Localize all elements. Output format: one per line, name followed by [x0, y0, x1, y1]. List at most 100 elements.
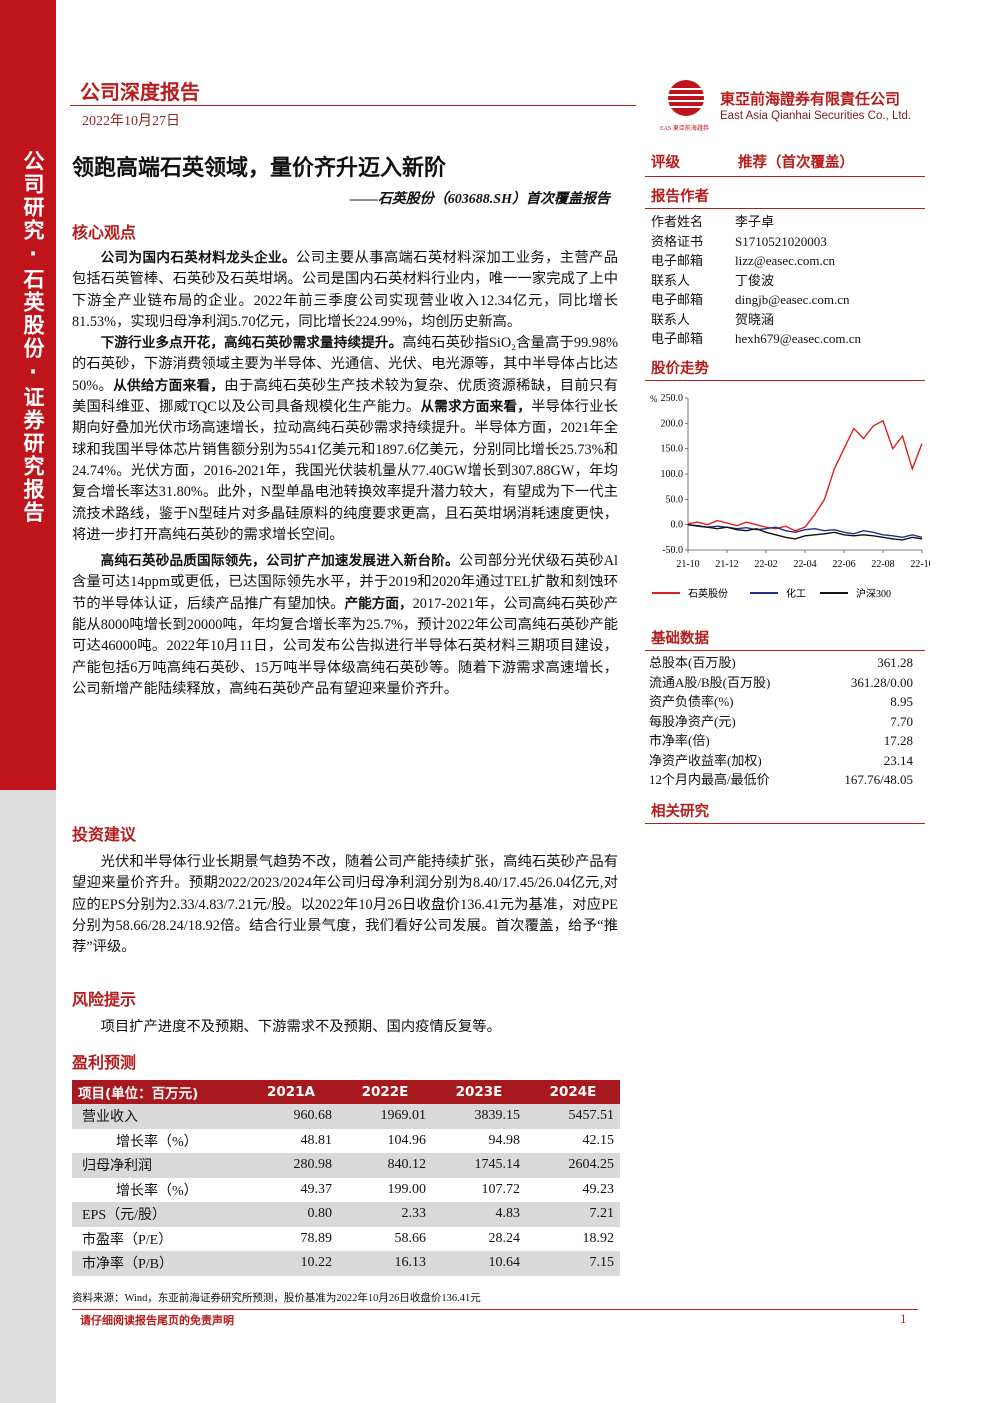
- table-row: 归母净利润 280.98 840.12 1745.14 2604.25: [72, 1153, 620, 1178]
- sidebar: [0, 0, 56, 790]
- text: 公司主要从事高端石英材料深加工业务，主营产品包括石英管棒、石英砂及石英坩埚。公司…: [72, 250, 619, 330]
- basic-row: 总股本(百万股) 361.28: [649, 653, 913, 673]
- logo-stripe: [666, 106, 706, 108]
- header-rule: [70, 105, 636, 106]
- author-value: 李子卓: [735, 214, 775, 229]
- basic-row: 每股净资产(元) 7.70: [649, 712, 913, 732]
- author-row: 电子邮箱 hexh679@easec.com.cn: [651, 329, 925, 349]
- rating-value: 推荐（首次覆盖）: [738, 155, 854, 171]
- strong-text: 产能方面，: [344, 595, 413, 612]
- header-cell: 2024E: [549, 1084, 597, 1100]
- author-value: lizz@easec.com.cn: [735, 253, 836, 268]
- author-value: 丁俊波: [735, 272, 775, 288]
- basic-list: 总股本(百万股) 361.28 流通A股/B股(百万股) 361.28/0.00 资产负…: [645, 653, 925, 790]
- logo-circle: [668, 80, 704, 116]
- table-cell: 7.15: [589, 1255, 615, 1271]
- author-value: S1710521020003: [735, 233, 827, 249]
- table-cell: 市净率（P/B）: [82, 1257, 174, 1273]
- basic-heading: 基础数据: [645, 628, 925, 651]
- basic-row: 12个月内最高/最低价 167.76/48.05: [649, 770, 913, 790]
- chart-block: 股价走势: [645, 358, 925, 381]
- chart-title: 股价走势: [645, 358, 925, 381]
- table-cell: 58.66: [394, 1230, 427, 1246]
- author-label: 联系人: [651, 272, 691, 288]
- author-label: 电子邮箱: [651, 331, 704, 346]
- table-cell: 49.23: [582, 1181, 615, 1197]
- paragraph: 下游行业多点开花，高纯石英砂需求量持续提升。高纯石英砂指SiO₂含量高于99.9…: [72, 333, 618, 546]
- table-cell: 16.13: [394, 1255, 427, 1271]
- table-row: 增长率（%） 49.37 199.00 107.72 49.23: [72, 1178, 620, 1203]
- table-cell: 1969.01: [380, 1108, 427, 1124]
- x-tick-label: 22-06: [832, 559, 855, 570]
- x-tick-label: 21-10: [676, 559, 699, 570]
- author-value: 贺晓涵: [735, 311, 775, 327]
- forecast-heading: 盈利预测: [72, 1053, 137, 1072]
- source-note: 资料来源：Wind，东亚前海证券研究所预测，股价基准为2022年10月26日收盘…: [72, 1293, 481, 1304]
- sidebar-lower: [0, 790, 56, 1403]
- table-row: 营业收入 960.68 1969.01 3839.15 5457.51: [72, 1104, 620, 1129]
- y-tick-label: 50.0: [666, 494, 684, 505]
- x-tick-label: 21-12: [715, 559, 738, 570]
- basic-label: 市净率(倍): [649, 733, 710, 748]
- legend-label: 化工: [786, 587, 806, 600]
- author-label: 联系人: [651, 311, 691, 327]
- basic-value: 23.14: [883, 752, 913, 768]
- basic-row: 净资产收益率(加权) 23.14: [649, 751, 913, 771]
- rating-label: 评级: [651, 155, 680, 171]
- strong-text: 下游行业多点开花，高纯石英砂需求量持续提升。: [100, 335, 403, 352]
- section-heading: 核心观点: [72, 223, 137, 242]
- basic-data: 基础数据 总股本(百万股) 361.28 流通A股/B股(百万股) 361.28/0.…: [645, 628, 925, 790]
- section: 核心观点 公司为国内石英材料龙头企业。公司主要从事高端石英材料深加工业务，主营产品…: [72, 220, 618, 700]
- related-heading: 相关研究: [645, 801, 925, 824]
- rating: 评级 推荐（首次覆盖）: [645, 148, 925, 177]
- authors-list: 作者姓名 李子卓 资格证书 S1710521020003 电子邮箱 lizz@easec.…: [645, 212, 925, 349]
- table-cell: 49.37: [300, 1181, 333, 1197]
- table-cell: 840.12: [387, 1157, 427, 1173]
- author-label: 电子邮箱: [651, 292, 704, 307]
- basic-label: 12个月内最高/最低价: [649, 772, 770, 787]
- table-cell: 107.72: [481, 1181, 521, 1197]
- table-row: 市盈率（P/E） 78.89 58.66 28.24 18.92: [72, 1227, 620, 1252]
- table-cell: 4.83: [495, 1206, 521, 1222]
- paragraph: 项目扩产进度不及预期、下游需求不及预期、国内疫情反复等。: [72, 1017, 618, 1038]
- table-cell: 5457.51: [568, 1108, 615, 1124]
- authors: 报告作者 作者姓名 李子卓 资格证书 S1710521020003 电子邮箱 lizz@e…: [645, 186, 925, 349]
- author-label: 作者姓名: [651, 214, 704, 229]
- basic-value: 7.70: [890, 713, 913, 729]
- section-heading: 风险提示: [72, 990, 137, 1009]
- strong-text: 从供给方面来看，: [113, 377, 225, 394]
- logo-stripe: [666, 100, 706, 102]
- logo-stripe: [666, 94, 706, 96]
- x-tick-label: 22-02: [754, 559, 777, 570]
- y-tick-label: 0.0: [671, 520, 684, 531]
- basic-label: 资产负债率(%): [649, 694, 734, 709]
- text: 光伏和半导体行业长期景气趋势不改，随着公司产能持续扩张，高纯石英砂产品有望迎来量…: [72, 854, 618, 956]
- basic-value: 361.28/0.00: [850, 674, 913, 690]
- y-tick-label: -50.0: [662, 545, 683, 556]
- table-cell: 18.92: [582, 1230, 615, 1246]
- basic-row: 流通A股/B股(百万股) 361.28/0.00: [649, 673, 913, 693]
- table-cell: 归母净利润: [82, 1159, 152, 1175]
- y-tick-label: 100.0: [661, 469, 684, 480]
- paragraph: 光伏和半导体行业长期景气趋势不改，随着公司产能持续扩张，高纯石英砂产品有望迎来量…: [72, 852, 618, 958]
- authors-heading: 报告作者: [645, 186, 925, 209]
- basic-label: 每股净资产(元): [649, 713, 736, 729]
- text: 高纯石英砂指SiO₂含量高于99.98%的石英砂，下游消费领域主要为半导体、光通…: [72, 335, 619, 394]
- basic-value: 167.76/48.05: [844, 772, 913, 787]
- logo-text: EAS 東亞前海證券: [660, 124, 709, 132]
- report-date: 2022年10月27日: [82, 114, 180, 129]
- table-cell: 1745.14: [474, 1157, 521, 1173]
- table-cell: 78.89: [300, 1230, 333, 1246]
- section-heading: 投资建议: [72, 825, 137, 844]
- author-label: 电子邮箱: [651, 253, 704, 268]
- table-cell: 104.96: [387, 1132, 427, 1148]
- table-cell: 199.00: [387, 1181, 427, 1197]
- table-header: 项目(单位：百万元) 2021A 2022E 2023E 2024E: [72, 1080, 620, 1104]
- table-cell: 营业收入: [82, 1110, 138, 1126]
- table-row: EPS（元/股） 0.80 2.33 4.83 7.21: [72, 1202, 620, 1227]
- company-en: East Asia Qianhai Securities Co., Ltd.: [720, 110, 912, 122]
- table-row: 增长率（%） 48.81 104.96 94.98 42.15: [72, 1129, 620, 1154]
- text: 公司部分光伏级石英砂Al含量可达14ppm或更低，已达国际领先水平，并于2019…: [72, 553, 619, 612]
- table-cell: 2604.25: [568, 1157, 615, 1173]
